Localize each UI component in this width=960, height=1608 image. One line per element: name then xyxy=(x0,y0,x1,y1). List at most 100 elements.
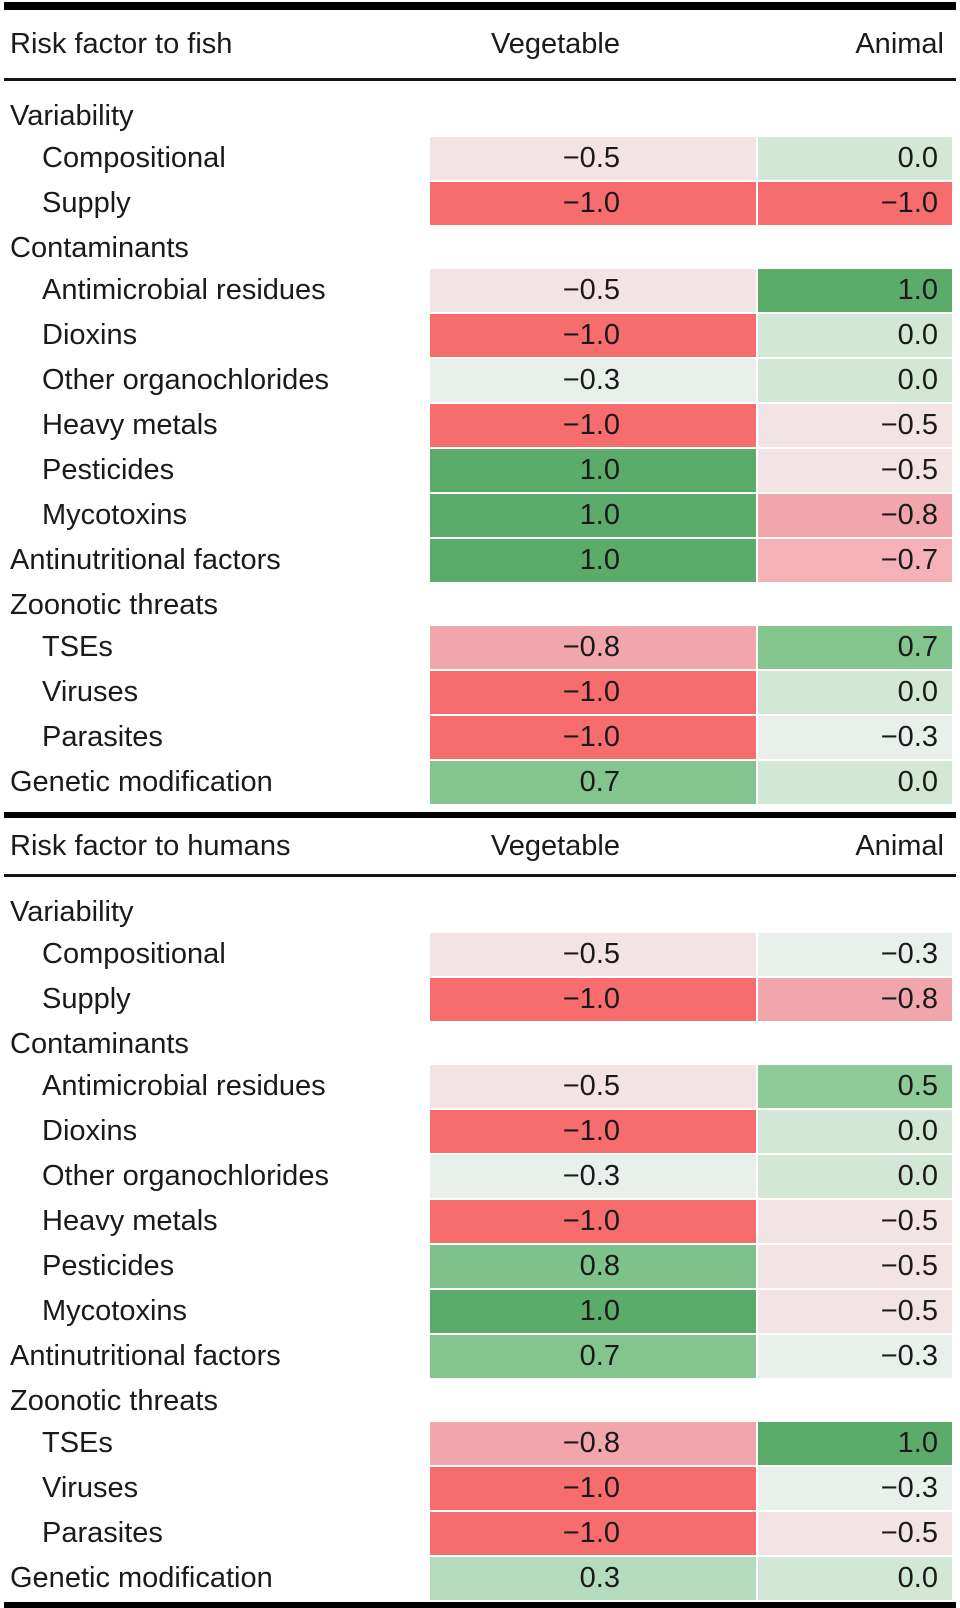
vegetable-cell: −0.5 xyxy=(430,1065,756,1108)
vegetable-cell: −1.0 xyxy=(430,1512,756,1555)
row-label: Supply xyxy=(42,187,131,219)
row-label: Zoonotic threats xyxy=(10,1384,218,1417)
row-label: Variability xyxy=(10,895,134,928)
table-row: Antinutritional factors 0.7 −0.3 xyxy=(4,1335,956,1380)
row-label: Viruses xyxy=(42,676,139,708)
animal-cell: −0.5 xyxy=(758,1245,952,1288)
table-row: Dioxins −1.0 0.0 xyxy=(4,1110,956,1155)
table-row: Pesticides 1.0 −0.5 xyxy=(4,449,956,494)
risk-table-humans: Risk factor to humans Vegetable Animal V… xyxy=(4,818,956,1608)
row-label: Antimicrobial residues xyxy=(42,1070,326,1102)
vegetable-cell: −1.0 xyxy=(430,1110,756,1153)
animal-cell: −0.7 xyxy=(758,539,952,582)
row-label: Antinutritional factors xyxy=(10,544,281,576)
table-row: Genetic modification 0.7 0.0 xyxy=(4,761,956,806)
animal-cell: 0.0 xyxy=(758,137,952,180)
vegetable-cell: −0.3 xyxy=(430,359,756,402)
table-row: Parasites −1.0 −0.3 xyxy=(4,716,956,761)
row-label: Other organochlorides xyxy=(42,1160,329,1192)
animal-cell: 0.0 xyxy=(758,1110,952,1153)
risk-table-fish: Risk factor to fish Vegetable Animal Var… xyxy=(4,2,956,818)
row-label: Other organochlorides xyxy=(42,364,329,396)
vegetable-cell: 1.0 xyxy=(430,1290,756,1333)
table-row: Heavy metals −1.0 −0.5 xyxy=(4,404,956,449)
vegetable-cell: 0.3 xyxy=(430,1557,756,1600)
animal-cell: 0.0 xyxy=(758,1155,952,1198)
animal-cell: −0.5 xyxy=(758,449,952,492)
animal-cell: −0.3 xyxy=(758,1467,952,1510)
row-label: Heavy metals xyxy=(42,1205,218,1237)
row-label: TSEs xyxy=(42,631,113,663)
row-label: Parasites xyxy=(42,1517,163,1549)
group-row: Zoonotic threats xyxy=(4,1380,956,1422)
vegetable-cell: −1.0 xyxy=(430,1200,756,1243)
table-separator-rule xyxy=(4,812,956,818)
row-label: Antimicrobial residues xyxy=(42,274,326,306)
vegetable-cell: −1.0 xyxy=(430,404,756,447)
animal-cell: 0.5 xyxy=(758,1065,952,1108)
row-label: Mycotoxins xyxy=(42,1295,188,1327)
table-row: Pesticides 0.8 −0.5 xyxy=(4,1245,956,1290)
animal-cell: −1.0 xyxy=(758,182,952,225)
table-row: TSEs −0.8 1.0 xyxy=(4,1422,956,1467)
table-title: Risk factor to humans xyxy=(10,829,291,862)
table-row: Other organochlorides −0.3 0.0 xyxy=(4,1155,956,1200)
vegetable-cell: −0.5 xyxy=(430,269,756,312)
vegetable-cell: −1.0 xyxy=(430,314,756,357)
animal-cell: −0.5 xyxy=(758,404,952,447)
vegetable-cell: −1.0 xyxy=(430,716,756,759)
group-row: Variability xyxy=(4,95,956,137)
animal-cell: −0.3 xyxy=(758,716,952,759)
animal-cell: 1.0 xyxy=(758,269,952,312)
row-label: TSEs xyxy=(42,1427,113,1459)
vegetable-cell: 1.0 xyxy=(430,494,756,537)
group-row: Contaminants xyxy=(4,227,956,269)
row-label: Antinutritional factors xyxy=(10,1340,281,1372)
table-row: Mycotoxins 1.0 −0.5 xyxy=(4,1290,956,1335)
vegetable-cell: 0.8 xyxy=(430,1245,756,1288)
table-row: Parasites −1.0 −0.5 xyxy=(4,1512,956,1557)
vegetable-cell: −0.3 xyxy=(430,1155,756,1198)
vegetable-cell: 1.0 xyxy=(430,449,756,492)
table-row: Dioxins −1.0 0.0 xyxy=(4,314,956,359)
table-row: Antimicrobial residues −0.5 0.5 xyxy=(4,1065,956,1110)
group-row: Zoonotic threats xyxy=(4,584,956,626)
header-rule xyxy=(4,874,956,877)
vegetable-cell: −1.0 xyxy=(430,978,756,1021)
vegetable-cell: −0.5 xyxy=(430,933,756,976)
table-row: Heavy metals −1.0 −0.5 xyxy=(4,1200,956,1245)
vegetable-cell: −0.8 xyxy=(430,626,756,669)
animal-cell: 1.0 xyxy=(758,1422,952,1465)
header-rule xyxy=(4,78,956,81)
vegetable-cell: −1.0 xyxy=(430,671,756,714)
animal-cell: −0.5 xyxy=(758,1290,952,1333)
column-header-vegetable: Vegetable xyxy=(490,27,620,60)
animal-cell: −0.8 xyxy=(758,978,952,1021)
table-row: Compositional −0.5 0.0 xyxy=(4,137,956,182)
table-title: Risk factor to fish xyxy=(10,27,233,60)
animal-cell: 0.0 xyxy=(758,359,952,402)
animal-cell: 0.7 xyxy=(758,626,952,669)
row-label: Contaminants xyxy=(10,231,189,264)
table-body: Variability Compositional −0.5 −0.3 Supply −1… xyxy=(4,891,956,1602)
group-row: Contaminants xyxy=(4,1023,956,1065)
table-row: Other organochlorides −0.3 0.0 xyxy=(4,359,956,404)
animal-cell: −0.8 xyxy=(758,494,952,537)
table-row: TSEs −0.8 0.7 xyxy=(4,626,956,671)
table-body: Variability Compositional −0.5 0.0 Supply −1.… xyxy=(4,95,956,806)
animal-cell: 0.0 xyxy=(758,1557,952,1600)
row-label: Pesticides xyxy=(42,1250,175,1282)
animal-cell: −0.5 xyxy=(758,1200,952,1243)
row-label: Supply xyxy=(42,983,131,1015)
column-header-vegetable: Vegetable xyxy=(490,829,620,862)
column-header-animal: Animal xyxy=(855,829,944,862)
row-label: Mycotoxins xyxy=(42,499,188,531)
table-row: Antinutritional factors 1.0 −0.7 xyxy=(4,539,956,584)
row-label: Dioxins xyxy=(42,1115,138,1147)
vegetable-cell: 0.7 xyxy=(430,761,756,804)
group-row: Variability xyxy=(4,891,956,933)
vegetable-cell: −1.0 xyxy=(430,182,756,225)
bottom-rule xyxy=(4,1602,956,1608)
row-label: Contaminants xyxy=(10,1027,189,1060)
